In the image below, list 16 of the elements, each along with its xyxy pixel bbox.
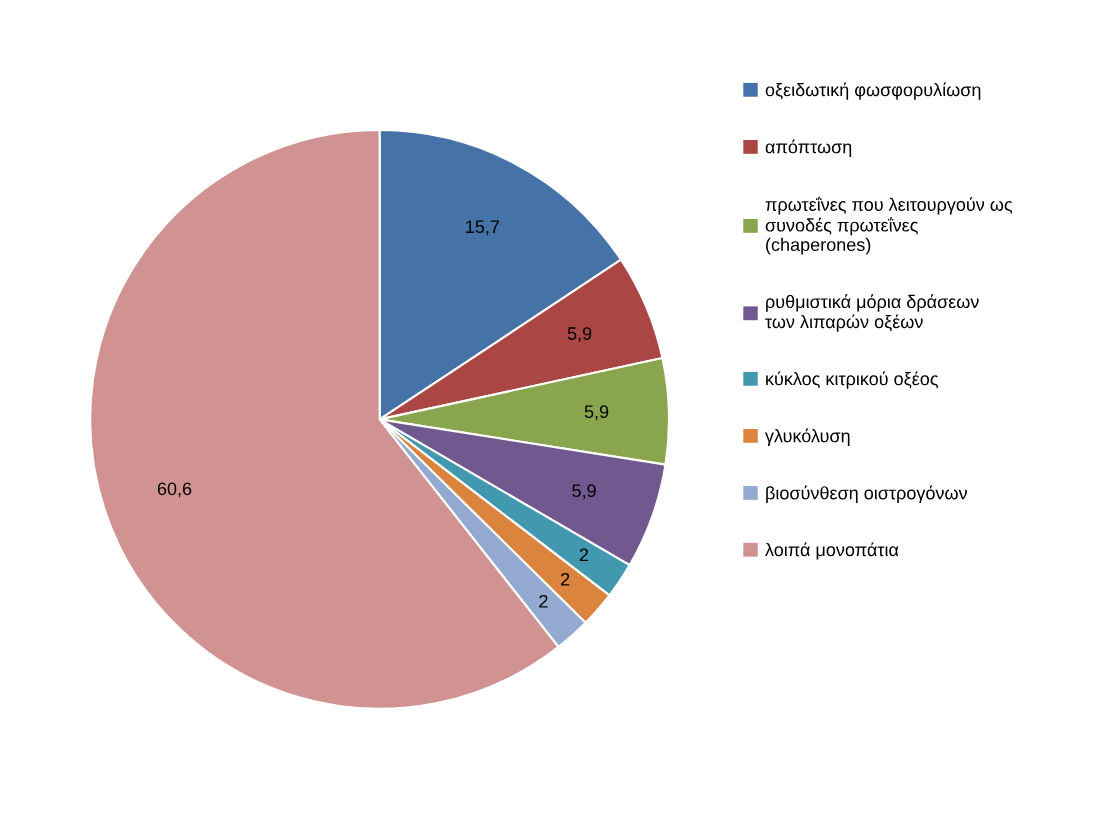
legend-label: γλυκόλυση	[765, 428, 850, 446]
legend-label: οξειδωτική φωσφορυλίωση	[765, 82, 981, 100]
data-label: 60,6	[157, 482, 192, 498]
data-label: 5,9	[567, 327, 592, 343]
data-label: 2	[561, 572, 570, 586]
data-label: 15,7	[466, 220, 500, 236]
legend-label: πρωτεΐνες που λειτουργούν ως συνοδές πρωτεΐνες (chaperones)	[765, 196, 1013, 255]
data-label: 2	[579, 548, 589, 562]
data-label: 5,9	[584, 405, 609, 421]
legend-label: ρυθμιστικά μόρια δράσεων των λιπαρών οξέων	[765, 294, 979, 332]
legend-label: απόπτωση	[765, 139, 852, 157]
data-label: 2	[539, 594, 548, 608]
legend-label: βιοσύνθεση οιστρογόνων	[766, 485, 967, 503]
legend-label: λοιπά μονοπάτια	[765, 542, 899, 560]
data-label: 5,9	[572, 484, 596, 500]
legend-label: κύκλος κιτρικού οξέος	[766, 371, 938, 389]
